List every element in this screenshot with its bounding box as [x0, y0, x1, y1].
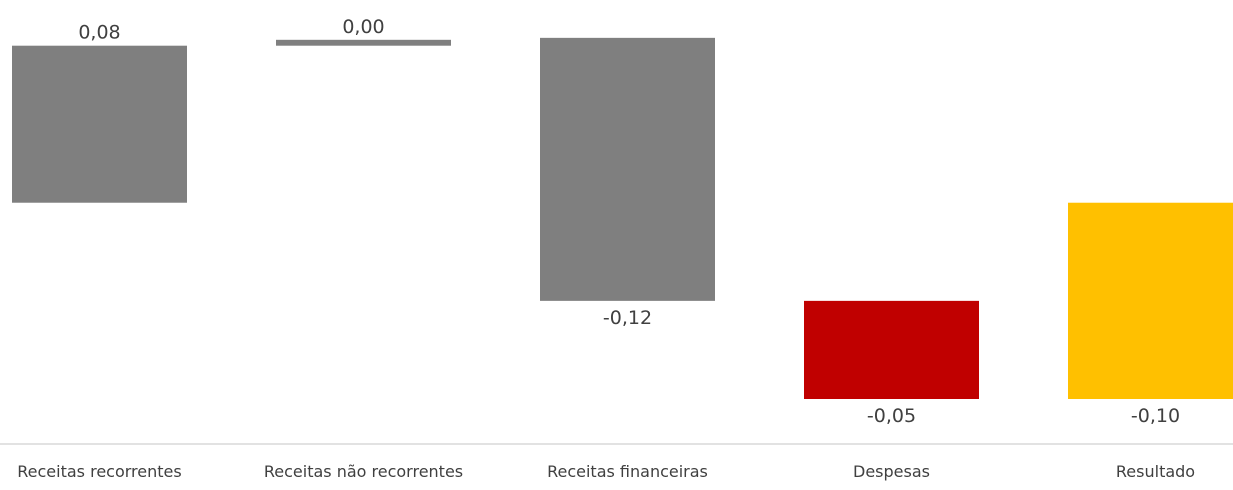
data-label-4: -0,05	[867, 405, 916, 427]
data-label-3: -0,12	[603, 307, 652, 329]
data-label-5: -0,10	[1131, 405, 1180, 427]
category-label-5: Resultado	[1116, 462, 1195, 481]
category-label-4: Despesas	[853, 462, 930, 481]
category-label-3: Receitas financeiras	[547, 462, 708, 481]
data-label-1: 0,08	[78, 22, 120, 44]
bar-1	[12, 45, 187, 203]
bar-3	[540, 37, 715, 301]
bar-2	[276, 39, 451, 46]
data-label-2: 0,00	[342, 16, 384, 38]
category-label-1: Receitas recorrentes	[17, 462, 181, 481]
bar-5	[1068, 202, 1233, 399]
bar-4	[804, 300, 979, 399]
category-label-2: Receitas não recorrentes	[264, 462, 463, 481]
